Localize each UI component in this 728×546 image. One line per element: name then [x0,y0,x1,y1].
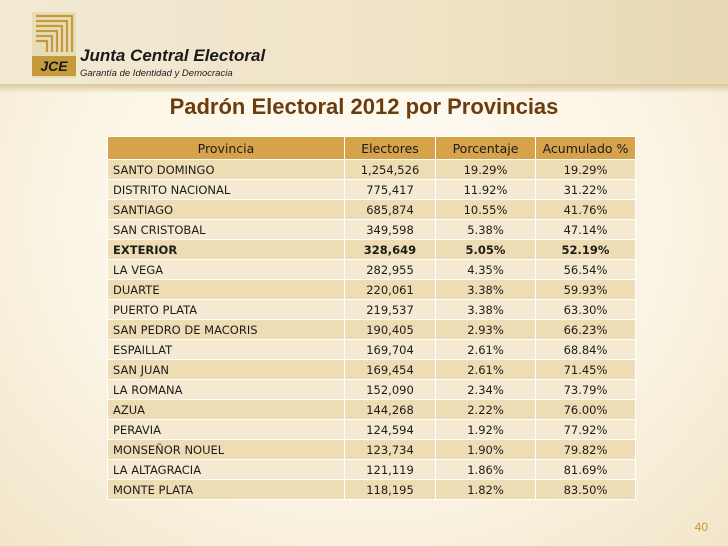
cell-electores: 685,874 [344,199,436,220]
cell-porcentaje: 2.93% [435,319,536,340]
cell-porcentaje: 10.55% [435,199,536,220]
cell-electores: 123,734 [344,439,436,460]
col-header-acumulado: Acumulado % [535,136,636,160]
cell-acumulado: 19.29% [535,159,636,180]
table-row: SANTO DOMINGO 1,254,526 19.29% 19.29% [107,159,636,180]
table-row: DISTRITO NACIONAL 775,417 11.92% 31.22% [107,179,636,200]
slide-title: Padrón Electoral 2012 por Provincias [169,94,559,119]
cell-acumulado: 31.22% [535,179,636,200]
cell-provincia: SANTO DOMINGO [107,159,345,180]
org-tagline: Garantía de Identidad y Democracia [80,68,233,79]
cell-acumulado: 66.23% [535,319,636,340]
cell-provincia: ESPAILLAT [107,339,345,360]
cell-electores: 328,649 [344,239,436,260]
table-row: ESPAILLAT 169,704 2.61% 68.84% [107,339,636,360]
cell-provincia: SAN PEDRO DE MACORIS [107,319,345,340]
cell-electores: 220,061 [344,279,436,300]
cell-acumulado: 83.50% [535,479,636,500]
cell-provincia: SANTIAGO [107,199,345,220]
table-row: MONSEÑOR NOUEL 123,734 1.90% 79.82% [107,439,636,460]
cell-provincia: MONSEÑOR NOUEL [107,439,345,460]
cell-provincia: SAN JUAN [107,359,345,380]
cell-provincia: SAN CRISTOBAL [107,219,345,240]
cell-provincia: PUERTO PLATA [107,299,345,320]
cell-porcentaje: 2.34% [435,379,536,400]
cell-electores: 1,254,526 [344,159,436,180]
cell-porcentaje: 1.86% [435,459,536,480]
org-name: Junta Central Electoral [80,46,266,65]
table-row: LA ALTAGRACIA 121,119 1.86% 81.69% [107,459,636,480]
cell-porcentaje: 4.35% [435,259,536,280]
table-row: MONTE PLATA 118,195 1.82% 83.50% [107,479,636,500]
cell-acumulado: 52.19% [535,239,636,260]
table-row: SAN PEDRO DE MACORIS 190,405 2.93% 66.23% [107,319,636,340]
table-row: PERAVIA 124,594 1.92% 77.92% [107,419,636,440]
cell-electores: 121,119 [344,459,436,480]
padron-table: Provincia Electores Porcentaje Acumulado… [107,136,636,500]
cell-acumulado: 73.79% [535,379,636,400]
cell-electores: 190,405 [344,319,436,340]
logo-text: JCE [40,58,68,74]
table-header-row: Provincia Electores Porcentaje Acumulado… [107,136,636,160]
cell-electores: 219,537 [344,299,436,320]
cell-porcentaje: 3.38% [435,299,536,320]
cell-acumulado: 76.00% [535,399,636,420]
cell-electores: 144,268 [344,399,436,420]
table-row: SAN JUAN 169,454 2.61% 71.45% [107,359,636,380]
cell-provincia: LA ROMANA [107,379,345,400]
slide-number: 40 [694,520,708,534]
table-row: SANTIAGO 685,874 10.55% 41.76% [107,199,636,220]
cell-acumulado: 68.84% [535,339,636,360]
cell-porcentaje: 11.92% [435,179,536,200]
cell-provincia: LA VEGA [107,259,345,280]
cell-acumulado: 56.54% [535,259,636,280]
cell-electores: 152,090 [344,379,436,400]
header-divider [0,84,728,92]
cell-provincia: MONTE PLATA [107,479,345,500]
cell-electores: 118,195 [344,479,436,500]
cell-acumulado: 59.93% [535,279,636,300]
table-row: DUARTE 220,061 3.38% 59.93% [107,279,636,300]
cell-electores: 282,955 [344,259,436,280]
table-row: LA ROMANA 152,090 2.34% 73.79% [107,379,636,400]
cell-porcentaje: 1.82% [435,479,536,500]
cell-provincia: AZUA [107,399,345,420]
col-header-electores: Electores [344,136,436,160]
col-header-provincia: Provincia [107,136,345,160]
cell-provincia: PERAVIA [107,419,345,440]
cell-provincia: DUARTE [107,279,345,300]
table-row: SAN CRISTOBAL 349,598 5.38% 47.14% [107,219,636,240]
table-body: SANTO DOMINGO 1,254,526 19.29% 19.29% DISTRI… [107,159,636,500]
cell-acumulado: 41.76% [535,199,636,220]
cell-acumulado: 81.69% [535,459,636,480]
cell-electores: 124,594 [344,419,436,440]
cell-porcentaje: 1.90% [435,439,536,460]
cell-porcentaje: 5.05% [435,239,536,260]
cell-porcentaje: 5.38% [435,219,536,240]
table-row: EXTERIOR 328,649 5.05% 52.19% [107,239,636,260]
cell-provincia: EXTERIOR [107,239,345,260]
cell-porcentaje: 19.29% [435,159,536,180]
cell-provincia: DISTRITO NACIONAL [107,179,345,200]
cell-electores: 169,454 [344,359,436,380]
table-row: AZUA 144,268 2.22% 76.00% [107,399,636,420]
cell-provincia: LA ALTAGRACIA [107,459,345,480]
cell-acumulado: 77.92% [535,419,636,440]
cell-porcentaje: 2.61% [435,359,536,380]
cell-porcentaje: 3.38% [435,279,536,300]
jce-logo: JCE [32,12,76,78]
cell-electores: 349,598 [344,219,436,240]
cell-electores: 169,704 [344,339,436,360]
cell-acumulado: 63.30% [535,299,636,320]
cell-acumulado: 71.45% [535,359,636,380]
table-row: LA VEGA 282,955 4.35% 56.54% [107,259,636,280]
cell-porcentaje: 1.92% [435,419,536,440]
cell-acumulado: 79.82% [535,439,636,460]
col-header-porcentaje: Porcentaje [435,136,536,160]
cell-acumulado: 47.14% [535,219,636,240]
cell-porcentaje: 2.61% [435,339,536,360]
cell-electores: 775,417 [344,179,436,200]
cell-porcentaje: 2.22% [435,399,536,420]
table-row: PUERTO PLATA 219,537 3.38% 63.30% [107,299,636,320]
